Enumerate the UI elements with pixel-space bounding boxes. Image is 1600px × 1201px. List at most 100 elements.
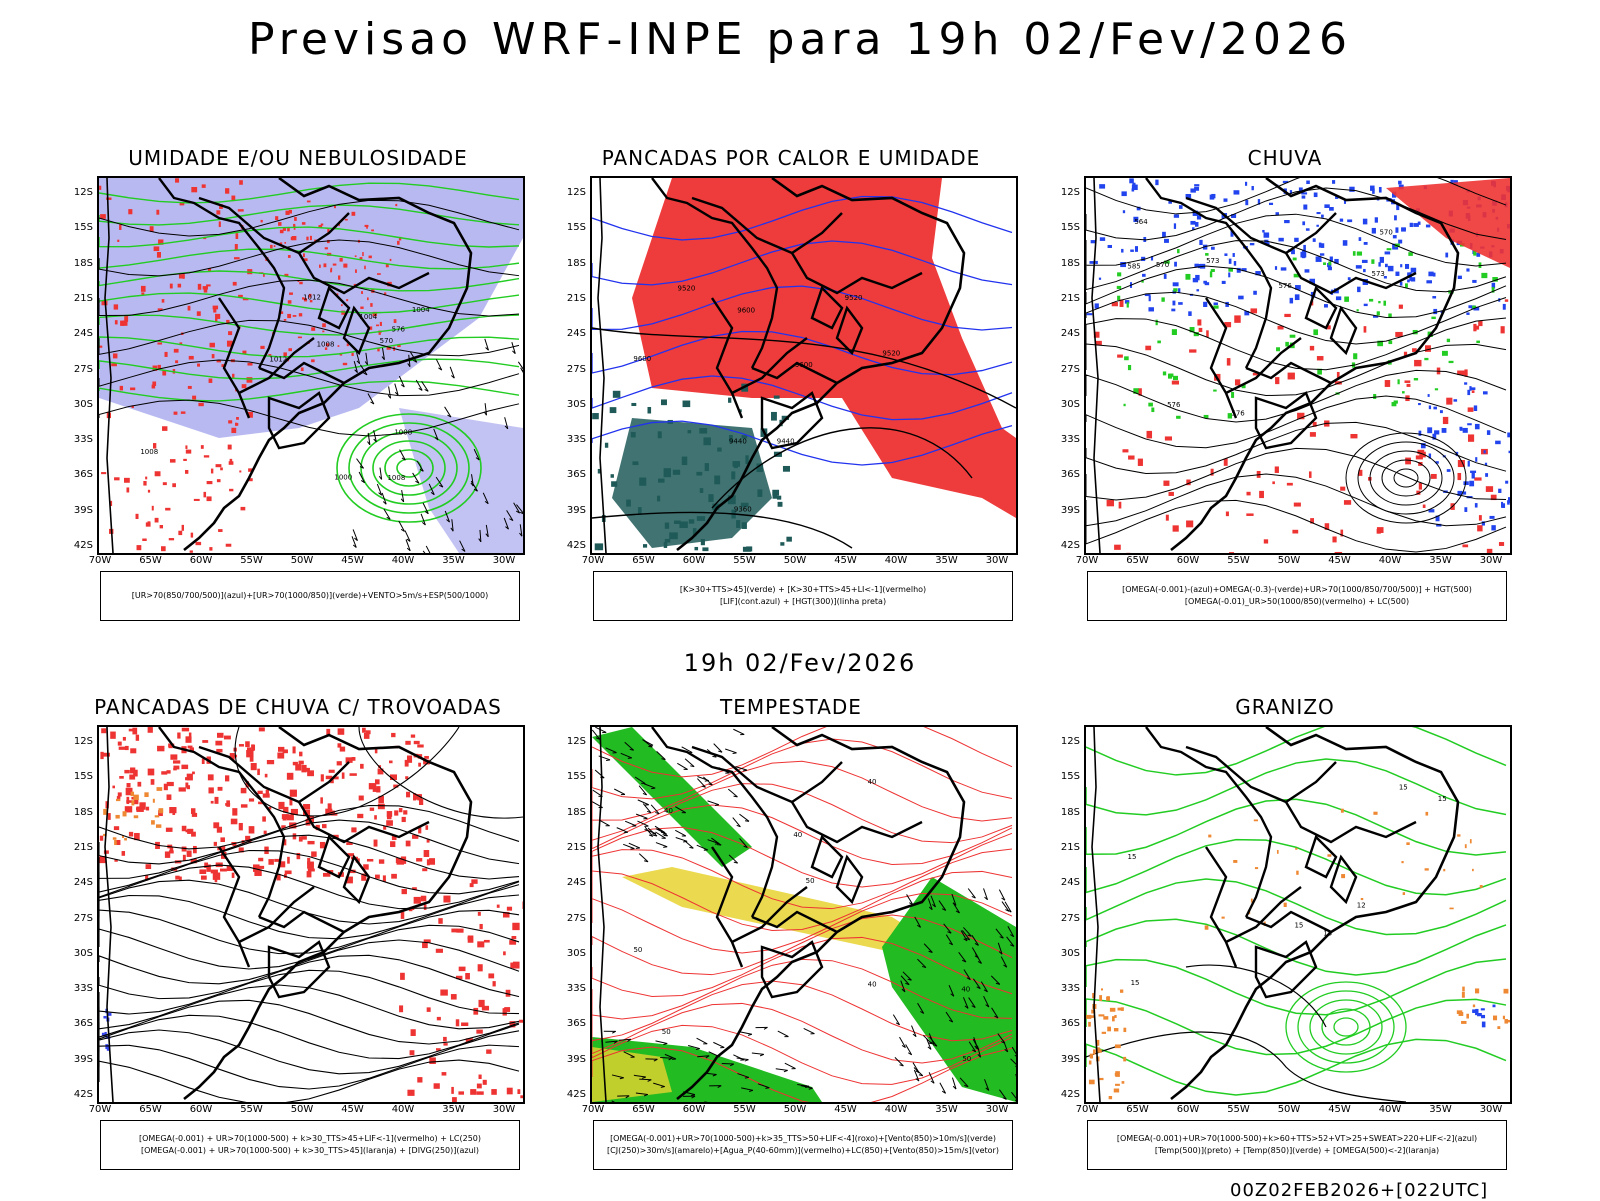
lat-tick-label: 15S [65,222,93,233]
contour-label: 1004 [412,306,430,314]
lon-tick-label: 55W [730,555,760,566]
lat-tick-label: 33S [1052,434,1080,445]
lat-tick-label: 18S [558,807,586,818]
lon-tick-label: 45W [338,555,368,566]
lon-tick-label: 60W [1173,1104,1203,1115]
panel-legend: [K>30+TTS>45](verde) + [K>30+TTS>45+LI<-… [593,571,1013,621]
lon-tick-label: 35W [439,1104,469,1115]
lon-tick-label: 45W [1325,1104,1355,1115]
lon-tick-label: 65W [136,555,166,566]
contour-label: 585 [1127,262,1140,270]
lon-tick-label: 65W [629,555,659,566]
lat-tick-label: 39S [558,505,586,516]
lat-tick-label: 12S [1052,736,1080,747]
lon-tick-label: 60W [679,1104,709,1115]
legend-line: [K>30+TTS>45](verde) + [K>30+TTS>45+LI<-… [680,584,926,596]
lat-tick-label: 15S [1052,222,1080,233]
contour-label: 573 [1206,257,1219,265]
lat-tick-label: 21S [558,293,586,304]
lon-tick-label: 40W [1375,555,1405,566]
map-plot [99,727,523,1102]
lat-tick-label: 18S [65,258,93,269]
panel-legend: [OMEGA(-0.001) + UR>70(1000-500) + k>30_… [100,1120,520,1170]
lon-tick-label: 50W [1274,555,1304,566]
lon-tick-label: 45W [338,1104,368,1115]
lat-tick-label: 39S [65,505,93,516]
contour-label: 15 [1438,795,1447,803]
lon-tick-label: 30W [982,1104,1012,1115]
lat-tick-label: 36S [1052,469,1080,480]
lat-tick-label: 24S [65,877,93,888]
lat-tick-label: 18S [65,807,93,818]
contour-label: 1012 [269,355,287,363]
lat-tick-label: 12S [65,736,93,747]
contour-label: 15 [1323,930,1332,938]
panel-title: PANCADAS DE CHUVA C/ TROVOADAS [78,695,518,719]
lat-tick-label: 21S [1052,293,1080,304]
contour-label: 573 [1372,270,1385,278]
lon-tick-label: 40W [881,555,911,566]
lat-tick-label: 21S [65,293,93,304]
contour-label: 50 [962,1055,971,1063]
lat-tick-label: 36S [65,1018,93,1029]
lat-tick-label: 42S [558,1089,586,1100]
lat-tick-label: 27S [1052,364,1080,375]
contour-label: 50 [633,946,642,954]
contour-label: 1008 [394,429,412,437]
lon-tick-label: 55W [237,555,267,566]
contour-label: 40 [868,778,877,786]
lat-tick-label: 21S [1052,842,1080,853]
contour-label: 9520 [882,349,900,357]
legend-line: [Temp(500)](preto) + [Temp(850)](verde) … [1155,1145,1439,1157]
lon-tick-label: 35W [1426,1104,1456,1115]
lon-tick-label: 45W [831,555,861,566]
contour-label: 12 [1357,901,1366,909]
lat-tick-label: 36S [65,469,93,480]
lon-tick-label: 65W [1123,1104,1153,1115]
legend-line: [OMEGA(-0.001)+UR>70(1000-500)+k>60+TTS>… [1117,1133,1477,1145]
panel-title: CHUVA [1065,146,1505,170]
lat-tick-label: 27S [558,913,586,924]
lon-tick-label: 40W [388,555,418,566]
lon-tick-label: 55W [1224,555,1254,566]
lat-tick-label: 30S [65,399,93,410]
lat-tick-label: 39S [558,1054,586,1065]
lon-tick-label: 70W [1072,555,1102,566]
lat-tick-label: 12S [1052,187,1080,198]
lat-tick-label: 27S [65,913,93,924]
lat-tick-label: 42S [65,540,93,551]
panel-title: TEMPESTADE [571,695,1011,719]
map-plot: 1008100410121008100410081012100810005705… [99,178,523,553]
panel-legend: [OMEGA(-0.001)+UR>70(1000-500)+k>35_TTS>… [593,1120,1013,1170]
lat-tick-label: 39S [65,1054,93,1065]
lon-tick-label: 65W [629,1104,659,1115]
lat-tick-label: 30S [1052,399,1080,410]
contour-label: 570 [380,337,393,345]
contour-label: 570 [1379,229,1392,237]
lon-tick-label: 50W [780,555,810,566]
lat-tick-label: 36S [558,1018,586,1029]
lon-tick-label: 30W [1476,555,1506,566]
lon-tick-label: 35W [1426,555,1456,566]
map-frame [97,725,525,1104]
lat-tick-label: 30S [558,399,586,410]
contour-label: 9440 [729,437,747,445]
lon-tick-label: 30W [1476,1104,1506,1115]
lat-tick-label: 12S [558,187,586,198]
contour-label: 564 [1134,218,1148,226]
legend-line: [OMEGA(-0.01)_UR>50(1000/850)(vermelho) … [1185,596,1409,608]
lat-tick-label: 12S [65,187,93,198]
lon-tick-label: 50W [780,1104,810,1115]
lon-tick-label: 35W [932,1104,962,1115]
panel-title: UMIDADE E/OU NEBULOSIDADE [78,146,518,170]
